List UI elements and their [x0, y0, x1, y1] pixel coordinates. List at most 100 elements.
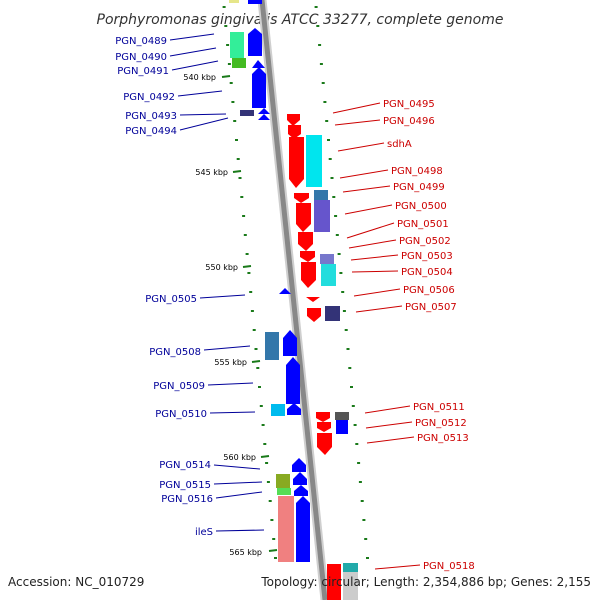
- reverse-strand-genes: [287, 114, 341, 600]
- gene-arrow-forward[interactable]: [293, 472, 307, 485]
- gene-arrow-reverse[interactable]: [287, 114, 300, 126]
- guide-dot: [337, 253, 341, 255]
- gene-arrow-forward[interactable]: [248, 28, 262, 56]
- gene-label[interactable]: PGN_0510: [155, 409, 207, 420]
- gene-label[interactable]: PGN_0516: [161, 494, 213, 505]
- gene-arrow-forward[interactable]: [252, 67, 266, 108]
- feature-box-light-grey[interactable]: [343, 572, 358, 600]
- gene-arrow-forward[interactable]: [294, 485, 308, 496]
- gene-arrow-forward[interactable]: [283, 330, 297, 356]
- gene-arrow-forward[interactable]: [286, 357, 300, 404]
- gene-arrow-reverse[interactable]: [298, 232, 313, 251]
- gene-arrow-forward[interactable]: [287, 403, 301, 415]
- guide-dot: [318, 44, 322, 46]
- gene-arrow-forward[interactable]: [248, 0, 262, 4]
- feature-box-light-green[interactable]: [277, 488, 291, 495]
- guide-dot: [335, 234, 339, 236]
- gene-arrow-forward[interactable]: [296, 496, 310, 562]
- guide-dot: [350, 386, 353, 388]
- gene-label[interactable]: PGN_0492: [123, 92, 175, 103]
- gene-label[interactable]: ileS: [195, 527, 213, 538]
- gene-arrow-reverse[interactable]: [300, 251, 315, 262]
- gene-arrow-forward[interactable]: [252, 60, 265, 68]
- gene-label[interactable]: PGN_0504: [401, 267, 453, 278]
- feature-box-cyan[interactable]: [306, 135, 322, 187]
- right-leader-lines: [332, 102, 421, 570]
- gene-box-forward[interactable]: [336, 420, 348, 434]
- gene-label[interactable]: PGN_0501: [397, 219, 449, 230]
- gene-label[interactable]: PGN_0518: [423, 561, 475, 572]
- feature-box-grey[interactable]: [335, 412, 349, 420]
- gene-label[interactable]: PGN_0512: [415, 418, 467, 429]
- gene-label[interactable]: PGN_0505: [145, 294, 197, 305]
- kbp-label-550: 550 kbp: [205, 263, 238, 272]
- gene-label[interactable]: PGN_0506: [403, 285, 455, 296]
- gene-arrow-reverse[interactable]: [317, 422, 331, 432]
- guide-dot: [254, 348, 258, 350]
- gene-box-reverse[interactable]: [327, 564, 341, 600]
- guide-dot: [332, 196, 336, 198]
- feature-box-green[interactable]: [230, 32, 244, 58]
- gene-label[interactable]: PGN_0509: [153, 381, 205, 392]
- gene-arrow-reverse[interactable]: [288, 125, 301, 139]
- gene-arrow-reverse[interactable]: [316, 412, 330, 422]
- gene-label[interactable]: PGN_0500: [395, 201, 447, 212]
- guide-dot: [270, 519, 274, 521]
- feature-box-aqua[interactable]: [321, 264, 336, 286]
- guide-dot: [362, 519, 366, 521]
- gene-label[interactable]: sdhA: [387, 139, 412, 150]
- gene-label[interactable]: PGN_0499: [393, 182, 445, 193]
- gene-label[interactable]: PGN_0494: [125, 126, 177, 137]
- guide-dot: [226, 44, 230, 46]
- gene-arrow-reverse[interactable]: [296, 203, 311, 232]
- guide-dot: [268, 500, 272, 502]
- gene-label[interactable]: PGN_0503: [401, 251, 453, 262]
- feature-box-lime[interactable]: [232, 58, 246, 68]
- gene-arrow-reverse[interactable]: [306, 297, 320, 302]
- gene-label[interactable]: PGN_0493: [125, 111, 177, 122]
- feature-box-steel[interactable]: [314, 190, 328, 200]
- gene-label[interactable]: PGN_0511: [413, 402, 465, 413]
- gene-arrow-reverse[interactable]: [301, 262, 316, 288]
- gene-label[interactable]: PGN_0490: [115, 52, 167, 63]
- guide-dot: [351, 405, 355, 407]
- gene-arrow-forward[interactable]: [258, 108, 270, 114]
- feature-box-salmon[interactable]: [278, 496, 294, 562]
- gene-arrow-forward[interactable]: [258, 114, 270, 120]
- gene-arrow-reverse[interactable]: [317, 433, 332, 455]
- gene-label[interactable]: PGN_0491: [117, 66, 169, 77]
- gene-label[interactable]: PGN_0508: [149, 347, 201, 358]
- feature-box-purple[interactable]: [314, 200, 330, 232]
- feature-box-indigo[interactable]: [325, 306, 340, 321]
- feature-box-sky[interactable]: [271, 404, 285, 416]
- gene-label[interactable]: PGN_0507: [405, 302, 457, 313]
- feature-box-lavender[interactable]: [320, 254, 334, 264]
- feature-box-olive[interactable]: [276, 474, 290, 488]
- gene-label[interactable]: PGN_0496: [383, 116, 435, 127]
- gene-arrow-reverse[interactable]: [294, 193, 309, 203]
- gene-arrow-forward[interactable]: [279, 288, 291, 294]
- guide-dot: [358, 481, 362, 483]
- gene-label[interactable]: PGN_0513: [417, 433, 469, 444]
- guide-dot: [346, 348, 350, 350]
- kbp-label-545: 545 kbp: [195, 168, 228, 177]
- feature-box-navy[interactable]: [240, 110, 254, 116]
- guide-dot: [360, 500, 364, 502]
- gene-arrow-reverse[interactable]: [307, 308, 321, 322]
- feature-box-yellow[interactable]: [229, 0, 239, 3]
- gene-label[interactable]: PGN_0514: [159, 460, 211, 471]
- feature-box-steel-blue[interactable]: [265, 332, 279, 360]
- guide-dot: [266, 481, 270, 483]
- guide-dot: [231, 101, 235, 103]
- guide-dot: [364, 538, 368, 540]
- feature-box-teal[interactable]: [343, 563, 358, 572]
- gene-arrow-reverse[interactable]: [289, 137, 304, 188]
- guide-dot: [319, 63, 323, 65]
- gene-label[interactable]: PGN_0498: [391, 166, 443, 177]
- gene-label[interactable]: PGN_0502: [399, 236, 451, 247]
- accession-text: Accession: NC_010729: [8, 575, 144, 589]
- gene-label[interactable]: PGN_0515: [159, 480, 211, 491]
- gene-label[interactable]: PGN_0495: [383, 99, 435, 110]
- gene-label[interactable]: PGN_0489: [115, 36, 167, 47]
- gene-arrow-forward[interactable]: [292, 458, 306, 472]
